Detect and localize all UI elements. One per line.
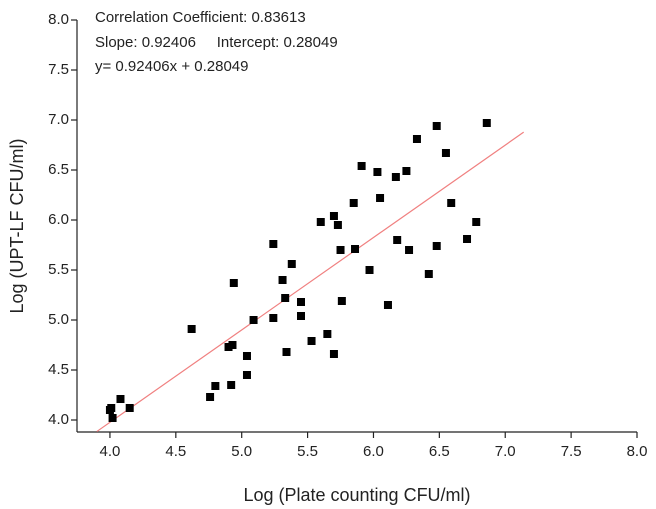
x-tick-label: 7.0 [495,443,516,460]
x-axis-label: Log (Plate counting CFU/ml) [243,485,470,505]
point [412,135,421,143]
y-tick-label: 5.0 [48,311,69,328]
x-tick-label: 4.5 [165,443,186,460]
y-tick-label: 4.5 [48,361,69,378]
point [402,167,411,175]
y-tick-label: 7.5 [48,61,69,78]
point [282,348,291,356]
x-tick-label: 4.0 [100,443,121,460]
point [125,404,134,412]
point [441,149,450,157]
point [307,337,316,345]
point [357,162,366,170]
point [349,199,358,207]
point [116,395,125,403]
point [447,199,456,207]
point [206,393,215,401]
point [323,330,332,338]
y-tick-label: 8.0 [48,11,69,28]
point [329,350,338,358]
point [211,382,220,390]
x-tick-label: 5.5 [297,443,318,460]
point [269,314,278,322]
point [105,406,114,414]
point [472,218,481,226]
y-tick-label: 4.0 [48,411,69,428]
point [393,236,402,244]
point [376,194,385,202]
x-tick-label: 6.0 [363,443,384,460]
x-tick-label: 7.5 [561,443,582,460]
y-tick-label: 5.5 [48,261,69,278]
point [229,279,238,287]
point [432,242,441,250]
point [269,240,278,248]
point [337,297,346,305]
y-tick-label: 7.0 [48,111,69,128]
point [108,414,117,422]
point [336,246,345,254]
point [297,312,305,320]
point [351,245,360,253]
point [242,371,251,379]
point [405,246,414,254]
point [228,341,237,349]
x-tick-label: 5.0 [231,443,252,460]
point [432,122,441,130]
point [242,352,251,360]
annotation: y= 0.92406x + 0.28049 [95,58,248,75]
y-axis-label: Log (UPT-LF CFU/ml) [7,138,27,313]
fit-line [96,131,525,433]
point [373,168,382,176]
y-tick-label: 6.0 [48,211,69,228]
point [249,316,258,324]
point [297,298,305,306]
point [365,266,374,274]
point [281,294,290,302]
point [391,173,400,181]
point [333,221,342,229]
point [227,381,236,389]
point [329,212,338,220]
point [278,276,287,284]
point [482,119,491,127]
y-tick-label: 6.5 [48,161,69,178]
x-tick-label: 8.0 [627,443,648,460]
annotation: Correlation Coefficient: 0.83613 [95,9,306,26]
point [187,325,196,333]
annotation: Slope: 0.92406 Intercept: 0.28049 [95,34,338,51]
point [424,270,433,278]
point [287,260,296,268]
point [463,235,472,243]
point [316,218,325,226]
x-tick-label: 6.5 [429,443,450,460]
point [383,301,392,309]
